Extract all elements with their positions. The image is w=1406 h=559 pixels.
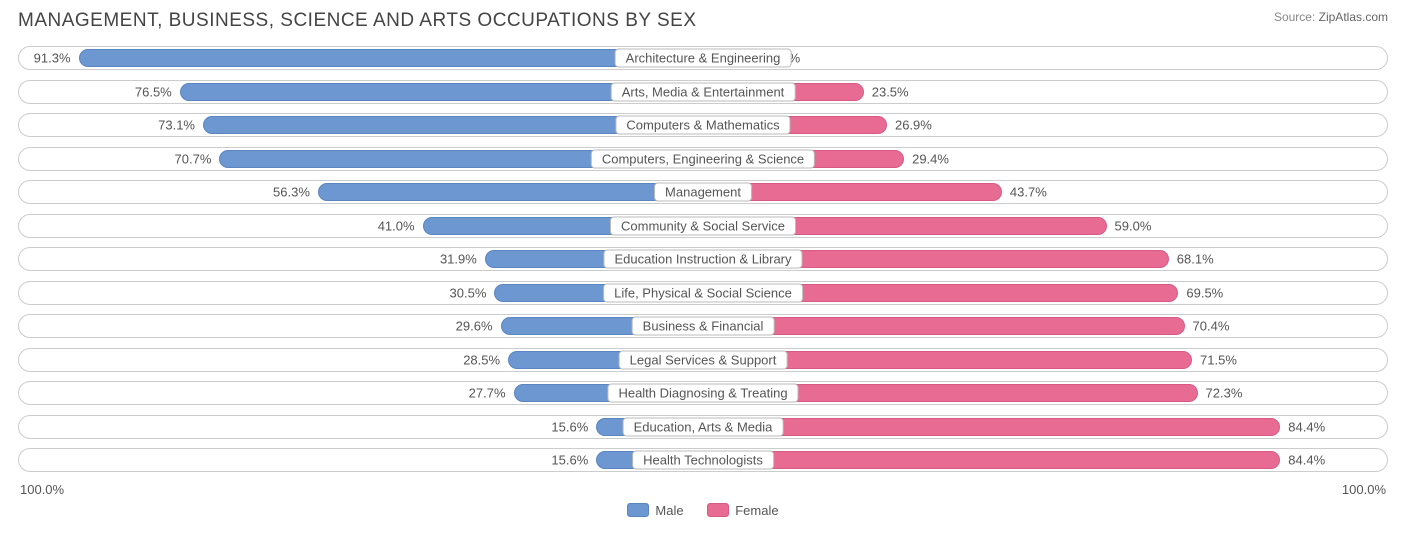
male-value: 15.6% bbox=[551, 453, 588, 468]
male-value: 27.7% bbox=[469, 386, 506, 401]
category-label: Computers, Engineering & Science bbox=[591, 149, 815, 168]
chart-row: 30.5% 69.5% Life, Physical & Social Scienc… bbox=[18, 281, 1388, 305]
female-value: 26.9% bbox=[895, 118, 932, 133]
female-value: 23.5% bbox=[872, 84, 909, 99]
male-value: 31.9% bbox=[440, 252, 477, 267]
female-bar bbox=[703, 451, 1280, 469]
legend-male-label: Male bbox=[655, 503, 683, 518]
male-value: 76.5% bbox=[135, 84, 172, 99]
chart-row: 73.1% 26.9% Computers & Mathematics bbox=[18, 113, 1388, 137]
chart-row: 91.3%8.7%Architecture & Engineering bbox=[18, 46, 1388, 70]
axis-left-label: 100.0% bbox=[20, 482, 64, 497]
category-label: Education, Arts & Media bbox=[623, 417, 784, 436]
male-value: 29.6% bbox=[456, 319, 493, 334]
category-label: Legal Services & Support bbox=[619, 350, 788, 369]
category-label: Business & Financial bbox=[632, 317, 775, 336]
male-value: 70.7% bbox=[175, 151, 212, 166]
chart-row: 56.3% 43.7% Management bbox=[18, 180, 1388, 204]
chart-row: 41.0% 59.0% Community & Social Service bbox=[18, 214, 1388, 238]
male-value: 91.3% bbox=[34, 51, 71, 66]
legend-female: Female bbox=[707, 503, 778, 518]
category-label: Management bbox=[654, 183, 752, 202]
male-value: 28.5% bbox=[463, 352, 500, 367]
female-value: 69.5% bbox=[1186, 285, 1223, 300]
female-value: 68.1% bbox=[1177, 252, 1214, 267]
male-value: 41.0% bbox=[378, 218, 415, 233]
male-swatch bbox=[627, 503, 649, 517]
male-bar bbox=[79, 49, 703, 67]
female-value: 59.0% bbox=[1115, 218, 1152, 233]
female-value: 43.7% bbox=[1010, 185, 1047, 200]
male-value: 15.6% bbox=[551, 419, 588, 434]
axis-right-label: 100.0% bbox=[1342, 482, 1386, 497]
category-label: Community & Social Service bbox=[610, 216, 796, 235]
source-label: Source: bbox=[1274, 10, 1315, 24]
chart-row: 76.5% 23.5% Arts, Media & Entertainment bbox=[18, 80, 1388, 104]
occupations-chart: 91.3%8.7%Architecture & Engineering 76.5%… bbox=[18, 46, 1388, 472]
source-value: ZipAtlas.com bbox=[1319, 10, 1388, 24]
female-value: 84.4% bbox=[1288, 419, 1325, 434]
x-axis: 100.0% 100.0% bbox=[18, 482, 1388, 497]
chart-row: 15.6% 84.4% Education, Arts & Media bbox=[18, 415, 1388, 439]
female-value: 84.4% bbox=[1288, 453, 1325, 468]
chart-row: 31.9% 68.1% Education Instruction & Librar… bbox=[18, 247, 1388, 271]
category-label: Architecture & Engineering bbox=[615, 49, 792, 68]
chart-source: Source: ZipAtlas.com bbox=[1274, 10, 1388, 24]
category-label: Life, Physical & Social Science bbox=[603, 283, 803, 302]
chart-row: 70.7% 29.4% Computers, Engineering & Scien… bbox=[18, 147, 1388, 171]
female-swatch bbox=[707, 503, 729, 517]
male-value: 30.5% bbox=[450, 285, 487, 300]
category-label: Arts, Media & Entertainment bbox=[611, 82, 796, 101]
female-value: 72.3% bbox=[1206, 386, 1243, 401]
category-label: Health Diagnosing & Treating bbox=[607, 384, 798, 403]
female-value: 71.5% bbox=[1200, 352, 1237, 367]
female-value: 70.4% bbox=[1193, 319, 1230, 334]
chart-title: MANAGEMENT, BUSINESS, SCIENCE AND ARTS O… bbox=[18, 10, 697, 32]
chart-row: 28.5% 71.5% Legal Services & Support bbox=[18, 348, 1388, 372]
chart-row: 29.6% 70.4% Business & Financial bbox=[18, 314, 1388, 338]
category-label: Education Instruction & Library bbox=[603, 250, 802, 269]
legend-female-label: Female bbox=[735, 503, 778, 518]
chart-row: 27.7% 72.3% Health Diagnosing & Treating bbox=[18, 381, 1388, 405]
category-label: Health Technologists bbox=[632, 451, 774, 470]
female-value: 29.4% bbox=[912, 151, 949, 166]
female-bar bbox=[703, 317, 1185, 335]
chart-header: MANAGEMENT, BUSINESS, SCIENCE AND ARTS O… bbox=[18, 10, 1388, 32]
male-value: 56.3% bbox=[273, 185, 310, 200]
male-value: 73.1% bbox=[158, 118, 195, 133]
male-bar bbox=[318, 183, 703, 201]
female-bar bbox=[703, 418, 1280, 436]
legend: Male Female bbox=[18, 503, 1388, 521]
category-label: Computers & Mathematics bbox=[615, 116, 790, 135]
chart-row: 15.6% 84.4% Health Technologists bbox=[18, 448, 1388, 472]
legend-male: Male bbox=[627, 503, 683, 518]
